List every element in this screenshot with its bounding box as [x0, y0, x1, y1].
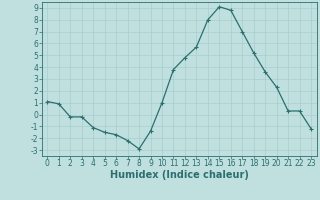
X-axis label: Humidex (Indice chaleur): Humidex (Indice chaleur) [110, 170, 249, 180]
